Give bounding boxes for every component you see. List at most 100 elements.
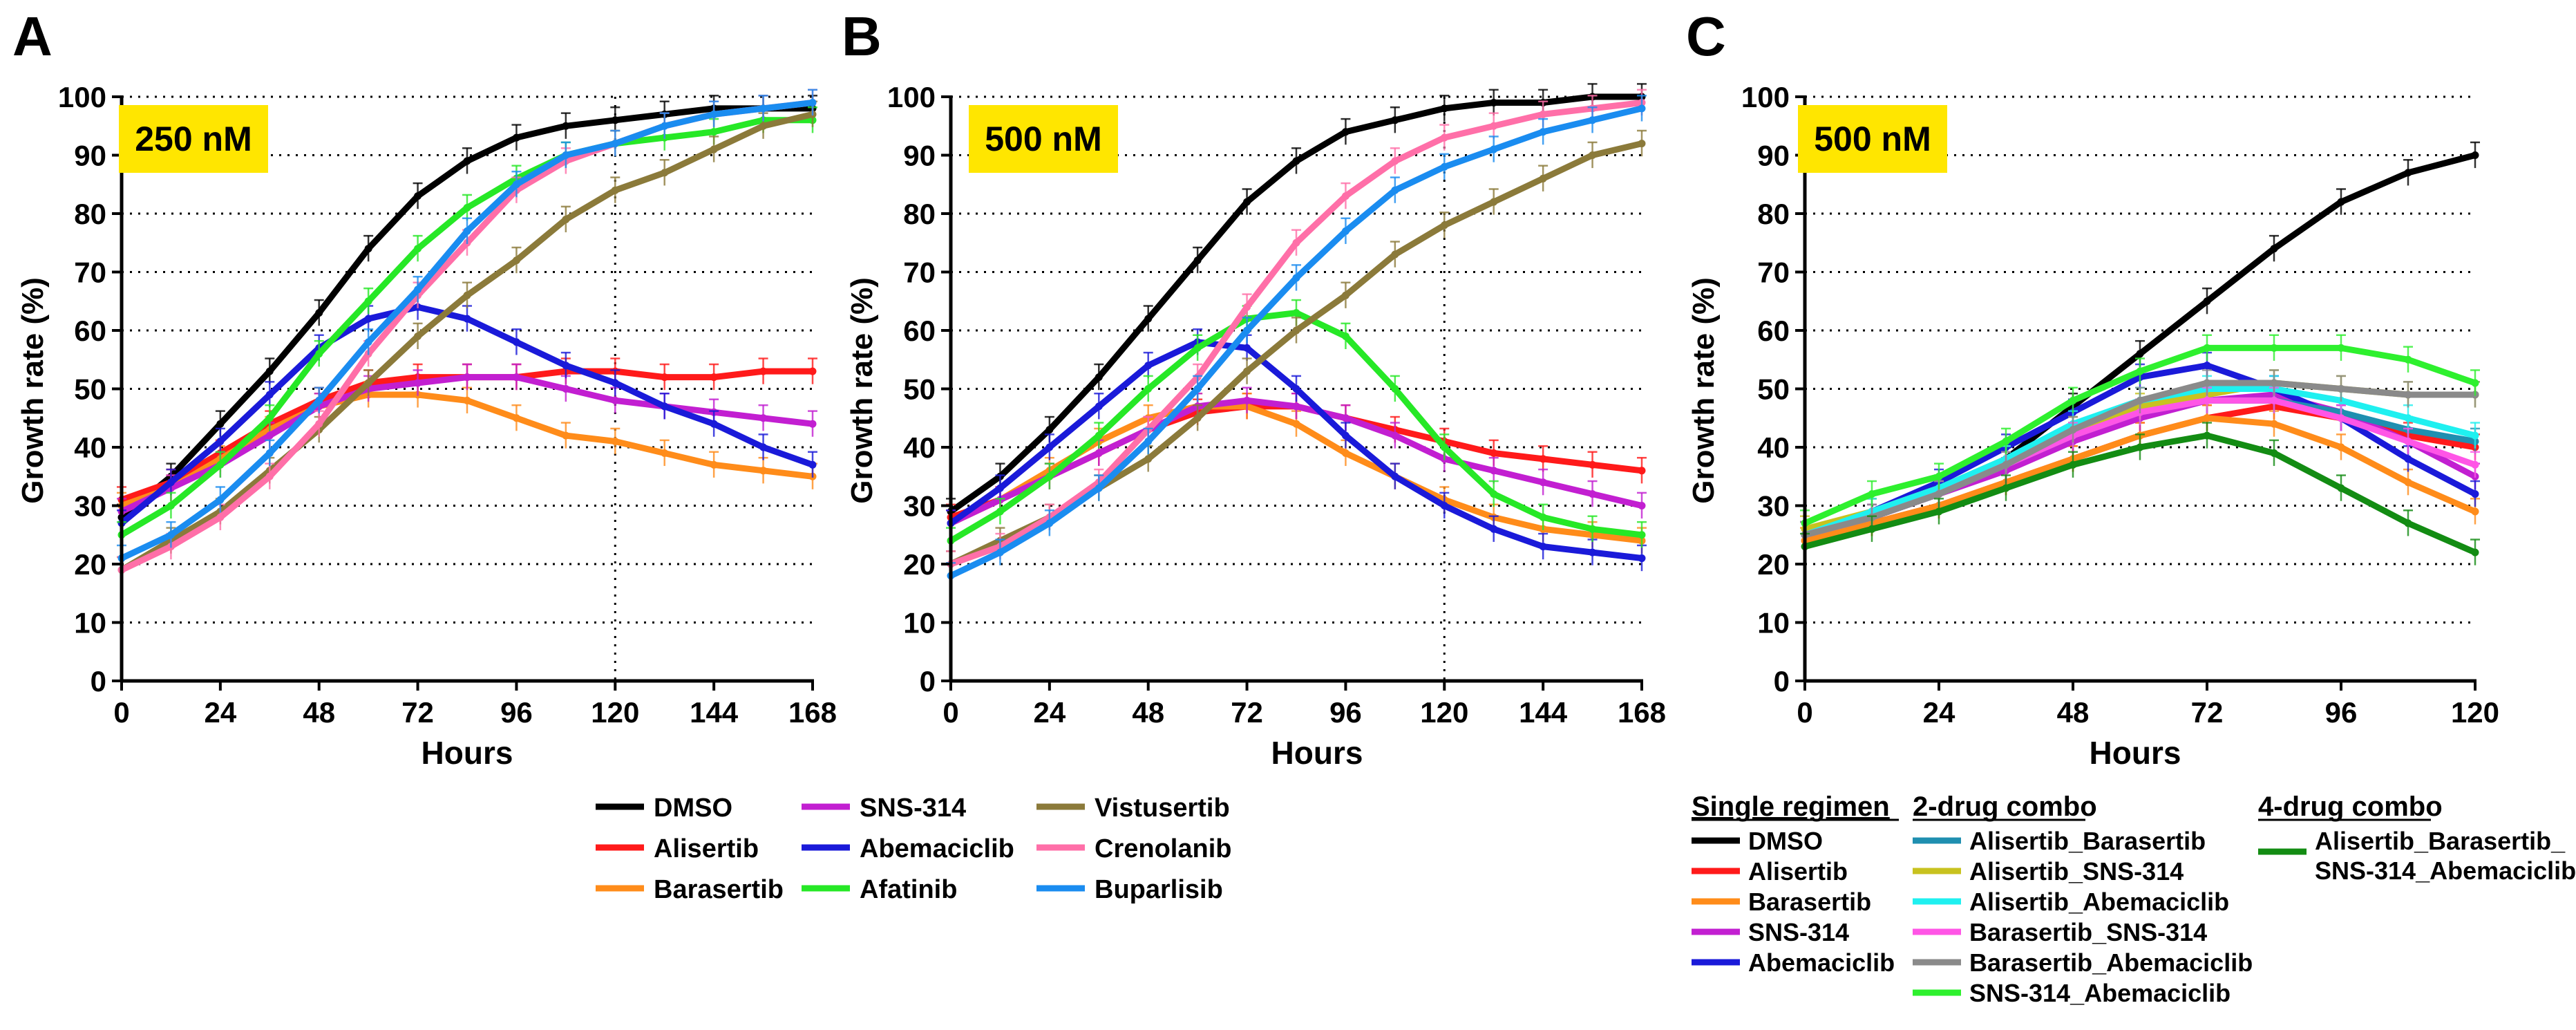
x-tick-label: 48 bbox=[303, 696, 335, 729]
legend-item-alisertib-barasertib: Alisertib_Barasertib bbox=[1913, 827, 2206, 855]
data-point bbox=[759, 367, 768, 375]
data-point bbox=[2203, 379, 2211, 387]
data-point bbox=[710, 110, 718, 118]
y-tick-label: 30 bbox=[903, 490, 936, 523]
data-point bbox=[414, 379, 422, 387]
data-point bbox=[808, 367, 817, 375]
x-tick-label: 120 bbox=[1420, 696, 1468, 729]
legend-item-alisertib: Alisertib bbox=[1692, 857, 1848, 886]
data-point bbox=[2002, 438, 2010, 446]
legend-item-dmso: DMSO bbox=[596, 794, 732, 823]
data-point bbox=[759, 414, 768, 422]
data-point bbox=[216, 460, 225, 469]
data-point bbox=[759, 467, 768, 475]
data-point bbox=[1391, 472, 1399, 480]
data-point bbox=[2270, 379, 2278, 387]
legend-item-barasertib: Barasertib bbox=[1692, 888, 1871, 916]
data-point bbox=[364, 338, 372, 346]
data-point bbox=[710, 373, 718, 382]
legend-heading-single: Single regimen bbox=[1692, 792, 1890, 822]
data-point bbox=[2002, 484, 2010, 492]
x-axis-title: Hours bbox=[1271, 735, 1363, 771]
series-line bbox=[947, 140, 1645, 568]
data-point bbox=[1243, 303, 1251, 311]
data-point bbox=[1490, 525, 1498, 533]
legend-label: Buparlisib bbox=[1095, 875, 1223, 904]
data-point bbox=[2471, 490, 2479, 498]
data-point bbox=[1391, 186, 1399, 194]
data-point bbox=[364, 379, 372, 387]
data-point bbox=[808, 98, 817, 106]
data-point bbox=[661, 373, 669, 382]
data-point bbox=[1045, 443, 1054, 451]
data-point bbox=[759, 104, 768, 113]
data-point bbox=[611, 116, 619, 124]
y-tick-label: 10 bbox=[903, 607, 936, 639]
legend-label: SNS-314 bbox=[1748, 918, 1849, 946]
legend-item-four-drug: Alisertib_Barasertib_ SNS-314_Abemacicli… bbox=[2258, 827, 2576, 885]
legend-item-afatinib: Afatinib bbox=[802, 875, 957, 904]
series-dmso bbox=[946, 83, 1647, 525]
data-point bbox=[1589, 490, 1597, 498]
data-point bbox=[463, 157, 471, 165]
x-tick-label: 24 bbox=[204, 696, 236, 729]
x-tick-label: 72 bbox=[1231, 696, 1263, 729]
data-point bbox=[562, 151, 570, 159]
x-tick-label: 168 bbox=[1618, 696, 1666, 729]
data-point bbox=[512, 373, 520, 382]
data-point bbox=[364, 245, 372, 253]
data-point bbox=[1144, 438, 1153, 446]
data-point bbox=[1341, 414, 1349, 422]
data-point bbox=[2136, 396, 2144, 404]
x-tick-label: 0 bbox=[1797, 696, 1812, 729]
data-point bbox=[364, 315, 372, 323]
data-point bbox=[1292, 274, 1300, 282]
y-axis-title: Growth rate (%) bbox=[16, 277, 50, 504]
data-point bbox=[1193, 414, 1202, 422]
data-point bbox=[265, 431, 274, 440]
data-point bbox=[1292, 385, 1300, 393]
data-point bbox=[996, 484, 1004, 492]
data-point bbox=[2404, 438, 2412, 446]
data-point bbox=[2404, 519, 2412, 527]
data-point bbox=[1589, 548, 1597, 556]
data-point bbox=[2471, 507, 2479, 516]
data-point bbox=[1490, 467, 1498, 475]
data-point bbox=[2203, 362, 2211, 370]
data-point bbox=[2136, 443, 2144, 451]
concentration-badge bbox=[119, 105, 268, 173]
legend-label: Abemaciclib bbox=[1748, 948, 1895, 977]
x-tick-label: 96 bbox=[1329, 696, 1362, 729]
y-tick-label: 0 bbox=[91, 665, 106, 697]
x-tick-label: 72 bbox=[2191, 696, 2224, 729]
data-point bbox=[2471, 548, 2479, 556]
data-point bbox=[562, 122, 570, 130]
legend-label: Alisertib bbox=[654, 834, 759, 863]
data-point bbox=[1638, 531, 1646, 539]
data-point bbox=[1095, 373, 1103, 382]
data-point bbox=[1095, 484, 1103, 492]
data-point bbox=[512, 133, 520, 142]
legend-label: Afatinib bbox=[860, 875, 957, 904]
data-point bbox=[1391, 250, 1399, 259]
data-point bbox=[1292, 420, 1300, 428]
legend-item-abemaciclib: Abemaciclib bbox=[1692, 948, 1895, 977]
data-point bbox=[512, 180, 520, 189]
data-point bbox=[1589, 460, 1597, 469]
data-point bbox=[710, 460, 718, 469]
y-tick-label: 40 bbox=[1757, 431, 1790, 464]
y-tick-label: 70 bbox=[903, 256, 936, 289]
data-point bbox=[2203, 297, 2211, 306]
y-tick-label: 90 bbox=[1757, 140, 1790, 172]
data-point bbox=[1292, 402, 1300, 411]
data-point bbox=[1341, 291, 1349, 299]
y-tick-label: 10 bbox=[1757, 607, 1790, 639]
x-tick-label: 24 bbox=[1923, 696, 1955, 729]
data-point bbox=[1341, 192, 1349, 200]
data-point bbox=[710, 128, 718, 136]
series-afatinib bbox=[946, 299, 1647, 554]
data-point bbox=[611, 379, 619, 387]
data-point bbox=[2471, 151, 2479, 159]
data-point bbox=[562, 362, 570, 370]
y-tick-label: 30 bbox=[1757, 490, 1790, 523]
